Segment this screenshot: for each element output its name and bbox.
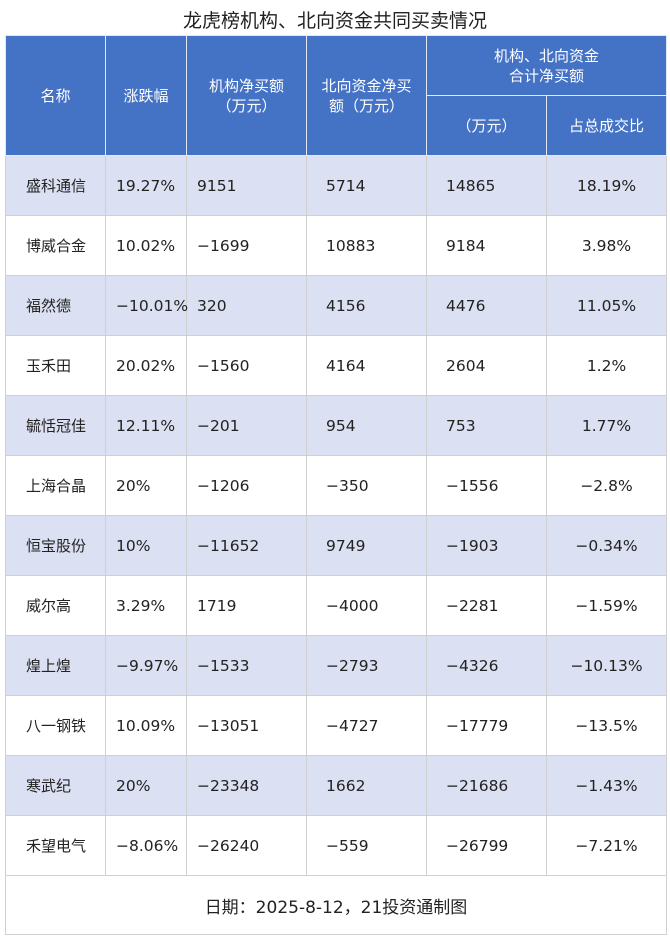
stock-name: 上海合晶 xyxy=(5,455,106,516)
change-pct: 10.09% xyxy=(105,695,187,756)
change-pct: 20% xyxy=(105,755,187,816)
stock-name: 威尔高 xyxy=(5,575,106,636)
table-row: 上海合晶 20% −1206 −350 −1556 −2.8% xyxy=(5,455,668,516)
stock-name: 禾望电气 xyxy=(5,815,106,876)
inst-net-buy: −1699 xyxy=(186,215,307,276)
header-north: 北向资金净买额（万元） xyxy=(306,35,427,156)
combined-net-buy: 4476 xyxy=(426,275,547,336)
north-net-buy: 4164 xyxy=(306,335,427,396)
header-change: 涨跌幅 xyxy=(105,35,187,156)
table-row: 煌上煌 −9.97% −1533 −2793 −4326 −10.13% xyxy=(5,635,668,696)
change-pct: 20.02% xyxy=(105,335,187,396)
inst-net-buy: −26240 xyxy=(186,815,307,876)
stock-name: 博威合金 xyxy=(5,215,106,276)
stock-name: 寒武纪 xyxy=(5,755,106,816)
turnover-ratio: −10.13% xyxy=(545,635,668,696)
combined-net-buy: 2604 xyxy=(426,335,547,396)
header-combined-amount: （万元） xyxy=(426,95,547,156)
stock-name: 福然德 xyxy=(5,275,106,336)
inst-net-buy: −1206 xyxy=(186,455,307,516)
combined-net-buy: −26799 xyxy=(426,815,547,876)
inst-net-buy: −201 xyxy=(186,395,307,456)
stock-name: 恒宝股份 xyxy=(5,515,106,576)
turnover-ratio: −2.8% xyxy=(545,455,668,516)
header-ratio: 占总成交比 xyxy=(545,95,668,156)
turnover-ratio: −1.59% xyxy=(545,575,668,636)
combined-net-buy: 753 xyxy=(426,395,547,456)
inst-net-buy: −23348 xyxy=(186,755,307,816)
stock-name: 盛科通信 xyxy=(5,155,106,216)
table-row: 玉禾田 20.02% −1560 4164 2604 1.2% xyxy=(5,335,668,396)
turnover-ratio: 3.98% xyxy=(545,215,668,276)
change-pct: 20% xyxy=(105,455,187,516)
inst-net-buy: −11652 xyxy=(186,515,307,576)
turnover-ratio: −1.43% xyxy=(545,755,668,816)
change-pct: 19.27% xyxy=(105,155,187,216)
header-combined: 机构、北向资金合计净买额 xyxy=(425,35,668,96)
combined-net-buy: −2281 xyxy=(426,575,547,636)
change-pct: −9.97% xyxy=(105,635,187,696)
inst-net-buy: −1560 xyxy=(186,335,307,396)
change-pct: 10% xyxy=(105,515,187,576)
header-name: 名称 xyxy=(5,35,106,156)
change-pct: 10.02% xyxy=(105,215,187,276)
combined-net-buy: −4326 xyxy=(426,635,547,696)
north-net-buy: 1662 xyxy=(306,755,427,816)
table-row: 福然德 −10.01% 320 4156 4476 11.05% xyxy=(5,275,668,336)
north-net-buy: −4727 xyxy=(306,695,427,756)
inst-net-buy: 320 xyxy=(186,275,307,336)
change-pct: 12.11% xyxy=(105,395,187,456)
header-inst: 机构净买额（万元） xyxy=(186,35,307,156)
table-row: 八一钢铁 10.09% −13051 −4727 −17779 −13.5% xyxy=(5,695,668,756)
inst-net-buy: 1719 xyxy=(186,575,307,636)
stock-name: 煌上煌 xyxy=(5,635,106,696)
table-row: 禾望电气 −8.06% −26240 −559 −26799 −7.21% xyxy=(5,815,668,876)
combined-net-buy: −1556 xyxy=(426,455,547,516)
north-net-buy: −2793 xyxy=(306,635,427,696)
turnover-ratio: 1.77% xyxy=(545,395,668,456)
footer-note: 日期：2025-8-12，21投资通制图 xyxy=(4,875,668,935)
data-table: 名称 涨跌幅 机构净买额（万元） 北向资金净买额（万元） 机构、北向资金合计净买… xyxy=(4,35,668,935)
north-net-buy: 954 xyxy=(306,395,427,456)
inst-net-buy: −1533 xyxy=(186,635,307,696)
north-net-buy: −350 xyxy=(306,455,427,516)
combined-net-buy: −17779 xyxy=(426,695,547,756)
stock-name: 玉禾田 xyxy=(5,335,106,396)
north-net-buy: 5714 xyxy=(306,155,427,216)
north-net-buy: 9749 xyxy=(306,515,427,576)
north-net-buy: 4156 xyxy=(306,275,427,336)
turnover-ratio: 11.05% xyxy=(545,275,668,336)
combined-net-buy: −21686 xyxy=(426,755,547,816)
north-net-buy: 10883 xyxy=(306,215,427,276)
table-row: 寒武纪 20% −23348 1662 −21686 −1.43% xyxy=(5,755,668,816)
turnover-ratio: −0.34% xyxy=(545,515,668,576)
turnover-ratio: −7.21% xyxy=(545,815,668,876)
table-title: 龙虎榜机构、北向资金共同买卖情况 xyxy=(182,10,487,32)
change-pct: 3.29% xyxy=(105,575,187,636)
table-row: 盛科通信 19.27% 9151 5714 14865 18.19% xyxy=(5,155,668,216)
combined-net-buy: 9184 xyxy=(426,215,547,276)
north-net-buy: −559 xyxy=(306,815,427,876)
table-row: 毓恬冠佳 12.11% −201 954 753 1.77% xyxy=(5,395,668,456)
combined-net-buy: −1903 xyxy=(426,515,547,576)
turnover-ratio: −13.5% xyxy=(545,695,668,756)
table-row: 恒宝股份 10% −11652 9749 −1903 −0.34% xyxy=(5,515,668,576)
table-row: 威尔高 3.29% 1719 −4000 −2281 −1.59% xyxy=(5,575,668,636)
combined-net-buy: 14865 xyxy=(426,155,547,216)
inst-net-buy: −13051 xyxy=(186,695,307,756)
north-net-buy: −4000 xyxy=(306,575,427,636)
stock-name: 八一钢铁 xyxy=(5,695,106,756)
turnover-ratio: 1.2% xyxy=(545,335,668,396)
table-row: 博威合金 10.02% −1699 10883 9184 3.98% xyxy=(5,215,668,276)
change-pct: −8.06% xyxy=(105,815,187,876)
inst-net-buy: 9151 xyxy=(186,155,307,216)
turnover-ratio: 18.19% xyxy=(545,155,668,216)
stock-name: 毓恬冠佳 xyxy=(5,395,106,456)
change-pct: −10.01% xyxy=(105,275,188,336)
